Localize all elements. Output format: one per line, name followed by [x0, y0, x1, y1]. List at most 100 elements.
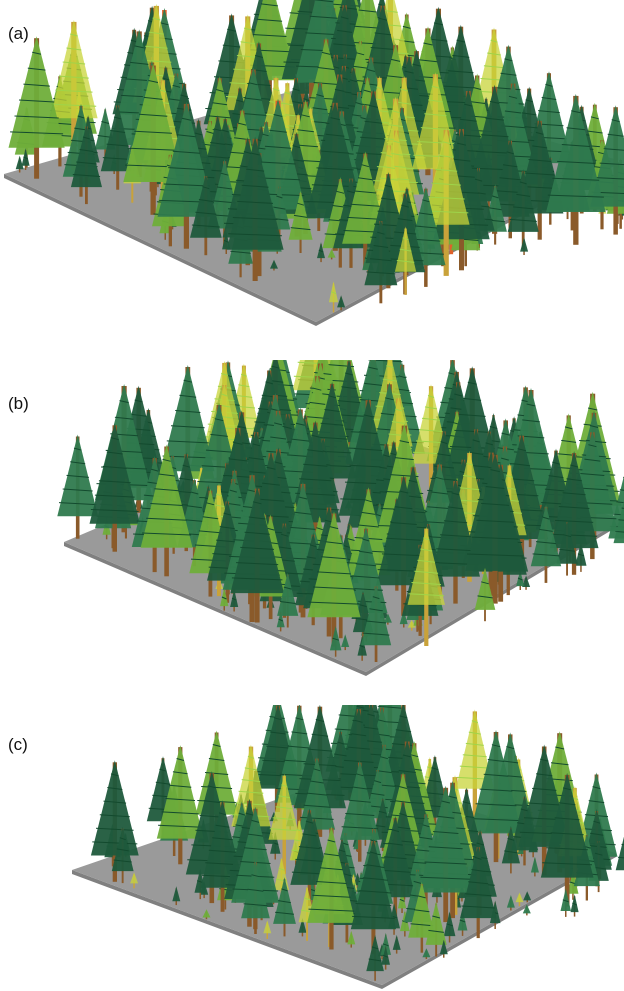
tree-branch [474, 178, 483, 182]
tree-branch [590, 116, 599, 120]
tree-branch [32, 51, 42, 55]
tree-crown [335, 707, 383, 801]
tree-branch [166, 440, 209, 444]
tree-branch [399, 898, 405, 902]
tree-branch [475, 803, 517, 807]
tree-branch [233, 441, 243, 445]
tree [202, 909, 211, 920]
tree-crown [195, 730, 238, 815]
tree-branch [119, 400, 129, 404]
tree [273, 877, 296, 937]
tree-branch [329, 526, 339, 530]
tree-branch [368, 366, 378, 370]
tree-branch [548, 475, 564, 479]
tree-branch [378, 17, 388, 21]
tree-branch [297, 202, 305, 206]
tree-branch [341, 826, 379, 830]
tree-branch [384, 184, 393, 188]
tree [470, 730, 522, 863]
tree-crown [520, 237, 529, 252]
tree [522, 575, 531, 590]
tree-branch [410, 754, 419, 758]
tree-branch [243, 27, 252, 31]
tree-branch [361, 511, 376, 515]
tree-branch [95, 827, 134, 831]
tree-branch [572, 902, 578, 906]
tree-branch [418, 212, 434, 216]
tree [8, 36, 65, 179]
tree-branch [237, 200, 274, 204]
tree [230, 589, 239, 612]
tree-group [57, 360, 624, 662]
tree-branch [257, 498, 285, 502]
tree-branch [428, 846, 463, 850]
tree-branch [162, 458, 171, 462]
tree-branch [423, 537, 430, 541]
tree-crown [317, 242, 325, 259]
tree-branch [221, 373, 229, 376]
tree-branch [191, 224, 220, 228]
tree-branch [431, 767, 439, 771]
tree [190, 174, 222, 256]
tree [130, 872, 139, 889]
tree-branch [292, 145, 301, 149]
tree-branch [428, 929, 444, 933]
tree-branch [340, 16, 349, 20]
tree-branch [291, 731, 308, 735]
tree-branch [466, 462, 473, 466]
tree-branch [370, 792, 385, 796]
tree-crown [329, 626, 342, 651]
panel-label-a: (a) [8, 24, 29, 43]
tree-branch [316, 436, 348, 440]
tree-branch [400, 88, 408, 92]
tree-branch [110, 437, 119, 441]
tree-crown [268, 773, 300, 840]
tree-branch [311, 733, 329, 737]
tree-branch [305, 820, 314, 824]
tree-crown [263, 920, 272, 934]
tree-branch [427, 506, 452, 510]
tree-branch [278, 900, 291, 904]
tree-crown [530, 856, 539, 873]
tree-branch [390, 58, 401, 62]
tree-crown [392, 934, 401, 950]
tree [226, 136, 284, 281]
tree [399, 610, 408, 628]
tree-branch [142, 532, 192, 536]
tree-branch [244, 767, 258, 771]
tree-branch [580, 473, 605, 476]
tree-branch [158, 473, 175, 477]
tree-branch [349, 79, 358, 83]
tree [156, 745, 204, 865]
tree-branch [218, 812, 227, 816]
tree-branch [462, 474, 477, 478]
tree-branch [70, 461, 86, 465]
tree-branch [10, 131, 64, 135]
tree-branch [354, 448, 383, 451]
tree-branch [366, 271, 396, 275]
tree-branch [383, 954, 389, 958]
tree-crown [130, 872, 139, 884]
tree-branch [528, 159, 551, 162]
tree-branch [380, 756, 389, 760]
tree-branch [356, 52, 365, 56]
tree-branch [152, 17, 161, 21]
tree-branch [588, 800, 605, 804]
tree-branch [145, 45, 168, 49]
tree-crown [381, 945, 390, 965]
tree [418, 785, 473, 923]
tree-branch [532, 145, 548, 149]
tree-branch [509, 218, 537, 222]
tree-crown [15, 155, 24, 170]
tree-branch [586, 130, 603, 134]
tree-branch [303, 463, 328, 467]
tree-branch [394, 506, 413, 510]
tree-branch [228, 458, 247, 462]
tree-crown [347, 930, 356, 945]
tree-branch [443, 85, 478, 89]
tree [90, 760, 139, 882]
tree-branch [561, 439, 577, 443]
tree-branch [247, 888, 264, 892]
tree-branch [502, 760, 519, 764]
tree-branch [337, 741, 345, 745]
